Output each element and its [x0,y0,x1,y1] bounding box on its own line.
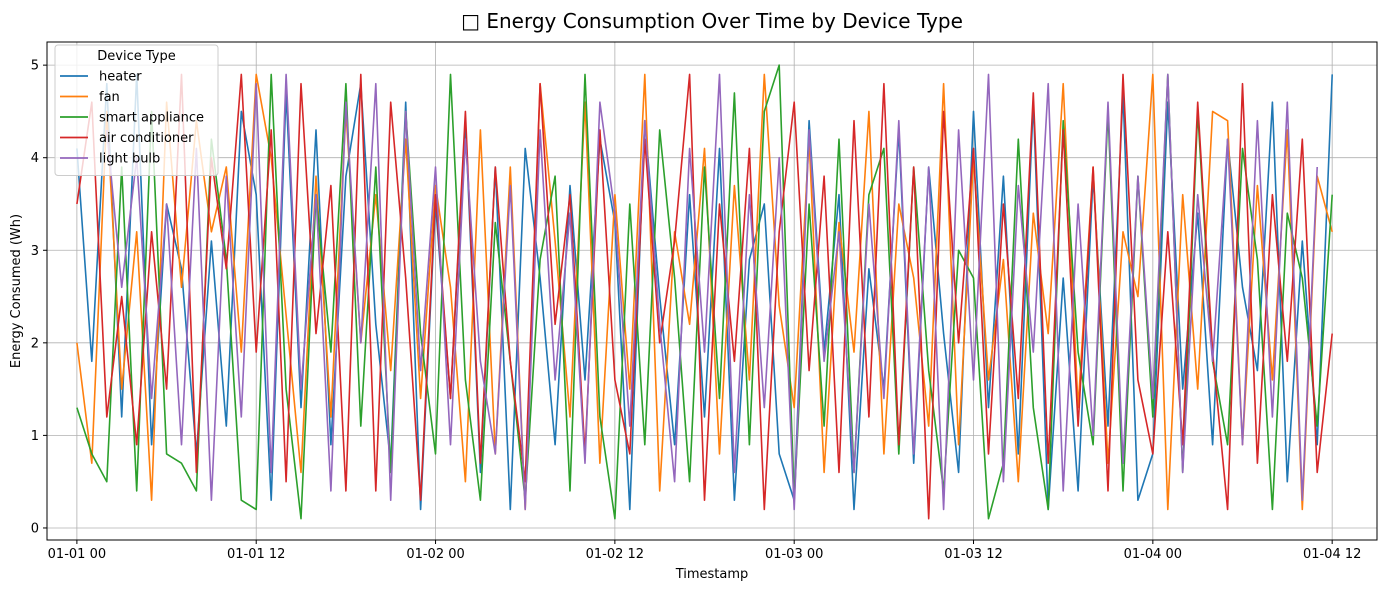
y-tick-label: 3 [31,244,39,259]
series-line-light-bulb [106,73,1318,511]
x-tick-label: 01-01 12 [227,547,285,562]
x-tick-label: 01-04 00 [1124,547,1182,562]
y-tick-label: 4 [31,151,39,166]
y-tick-label: 1 [31,429,39,444]
plot-frame [46,41,1378,541]
legend-label: light bulb [99,152,160,167]
legend-label: smart appliance [99,111,204,126]
series-line-heater [76,73,1333,511]
chart-title: □ Energy Consumption Over Time by Device… [461,9,963,33]
x-tick-label: 01-03 12 [944,547,1002,562]
y-tick-label: 2 [31,336,39,351]
y-axis: 0 1 2 3 4 5 [31,59,47,536]
x-tick-label: 01-01 00 [48,547,106,562]
legend-box [54,44,219,176]
series-line-smart-appliance [76,64,1333,520]
series-line-air-conditioner [76,73,1333,520]
y-tick-label: 0 [31,521,39,536]
y-tick-label: 5 [31,59,39,74]
x-tick-label: 01-02 00 [406,547,464,562]
legend: Device Type heater fan smart appliance air … [54,44,219,176]
series-line-fan [76,73,1333,511]
legend-label: fan [99,90,120,105]
legend-title: Device Type [97,49,175,64]
x-tick-label: 01-04 12 [1303,547,1361,562]
x-tick-label: 01-02 12 [586,547,644,562]
legend-label: air conditioner [99,131,194,146]
legend-label: heater [99,70,142,85]
x-tick-label: 01-03 00 [765,547,823,562]
x-axis: 01-01 00 01-01 12 01-02 00 01-02 12 01-03 00… [48,540,1361,562]
y-axis-label: Energy Consumed (Wh) [9,214,24,368]
x-axis-label: Timestamp [675,567,749,582]
series-lines [76,64,1333,520]
